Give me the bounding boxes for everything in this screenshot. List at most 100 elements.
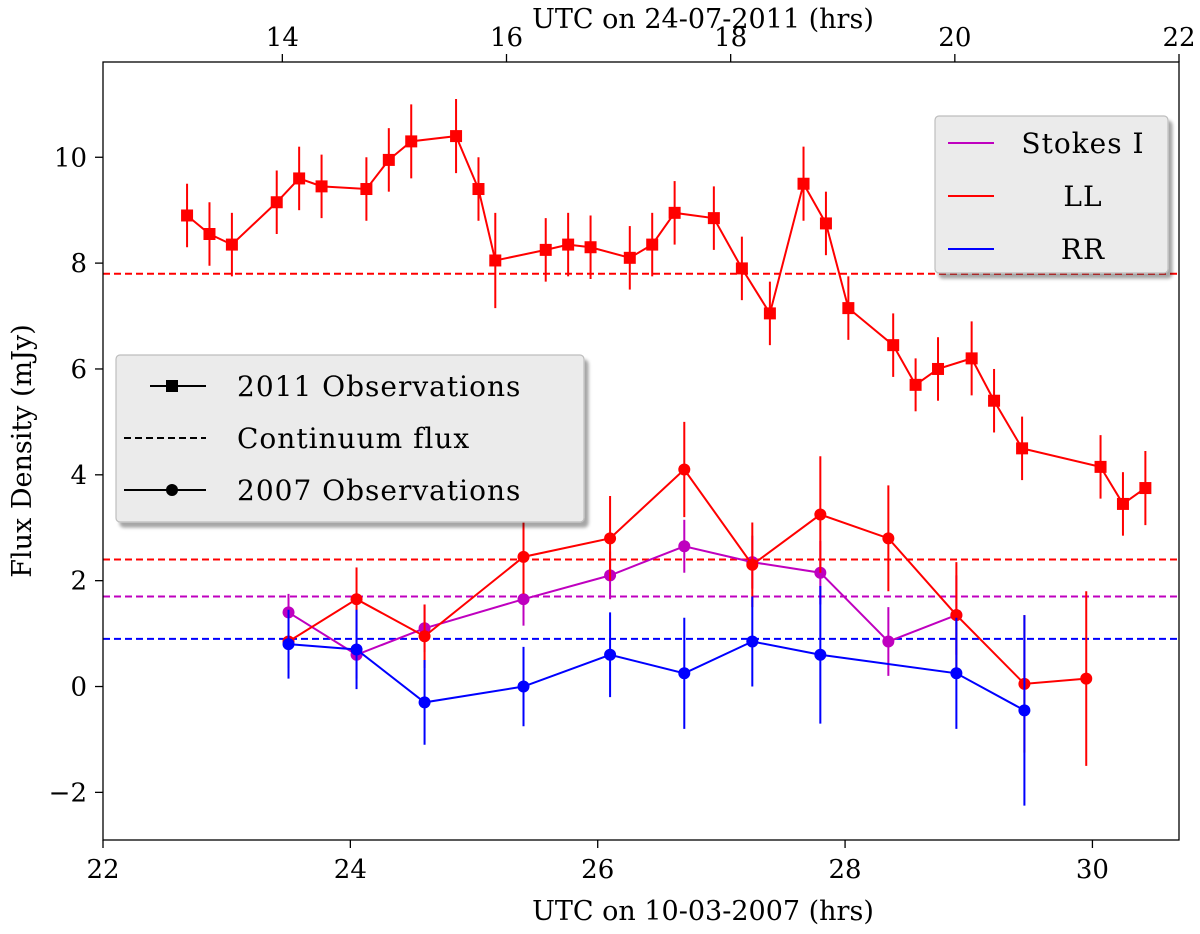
series-2011-ll-point bbox=[203, 228, 216, 241]
series-2011-ll-point bbox=[382, 153, 395, 166]
y-tick-label: 10 bbox=[54, 143, 87, 173]
series-2011-ll-point bbox=[623, 251, 636, 264]
series-2007-ll bbox=[282, 421, 1093, 766]
y-tick-label: 6 bbox=[70, 355, 87, 385]
legend-label-continuum-flux: Continuum flux bbox=[237, 422, 470, 455]
series-2011-ll-point bbox=[965, 352, 978, 365]
series-2011-ll-point bbox=[842, 302, 855, 315]
series-2011-ll-point bbox=[270, 196, 283, 209]
polarization-legend-box bbox=[934, 115, 1169, 274]
plot-frame bbox=[102, 61, 1180, 841]
y-tick-label: 4 bbox=[70, 461, 87, 491]
series-2007-stokes-i-point bbox=[678, 540, 691, 553]
series-2011-ll-point bbox=[562, 238, 575, 251]
series-2011-ll-point bbox=[1016, 442, 1029, 455]
series-2007-rr-point bbox=[678, 667, 691, 680]
series-2007-ll-point bbox=[604, 532, 617, 545]
bottom-axis-ticks: 22 24 26 28 30 bbox=[86, 840, 1109, 885]
data-series bbox=[181, 99, 1152, 806]
top-tick-label: 20 bbox=[938, 23, 971, 53]
bottom-tick-label: 30 bbox=[1076, 855, 1109, 885]
series-2011-ll bbox=[181, 99, 1152, 536]
legend-label-rr: RR bbox=[1061, 233, 1105, 266]
series-2007-ll-point bbox=[746, 558, 759, 571]
bottom-tick-label: 28 bbox=[829, 855, 862, 885]
series-2011-ll-point bbox=[819, 217, 832, 230]
series-2011-ll-point bbox=[932, 362, 945, 375]
series-2011-ll-point bbox=[668, 206, 681, 219]
series-2007-ll-point bbox=[814, 508, 827, 521]
series-2007-rr-point bbox=[1018, 704, 1031, 717]
series-2011-ll-point bbox=[489, 254, 502, 267]
series-2011-ll-point bbox=[472, 183, 485, 196]
observations-legend-box bbox=[115, 354, 585, 523]
series-2011-ll-point bbox=[1116, 497, 1129, 510]
legend-circle-marker bbox=[166, 484, 178, 496]
series-2011-ll-point bbox=[181, 209, 194, 222]
top-tick-label: 14 bbox=[266, 23, 299, 53]
series-2007-ll-point bbox=[350, 593, 363, 606]
y-tick-label: 0 bbox=[70, 673, 87, 703]
y-tick-label: −2 bbox=[49, 778, 87, 808]
continuum-lines bbox=[103, 272, 1179, 640]
top-tick-label: 18 bbox=[714, 23, 747, 53]
series-2007-rr-point bbox=[517, 680, 530, 693]
series-2011-ll-point bbox=[646, 238, 659, 251]
series-2007-ll-point bbox=[418, 630, 431, 643]
bottom-tick-label: 22 bbox=[86, 855, 119, 885]
legend-square-marker bbox=[166, 380, 178, 392]
series-2007-ll-point bbox=[678, 463, 691, 476]
y-axis-label: Flux Density (mJy) bbox=[7, 324, 38, 578]
series-2011-ll-point bbox=[539, 243, 552, 256]
legend-label-2007-observations: 2007 Observations bbox=[237, 474, 521, 507]
bottom-tick-label: 26 bbox=[581, 855, 614, 885]
series-2011-ll-point bbox=[797, 177, 810, 190]
series-2007-stokes-i-line bbox=[287, 545, 957, 656]
series-2011-ll-point bbox=[1094, 460, 1107, 473]
series-2011-ll-point bbox=[909, 378, 922, 391]
observations-legend: 2011 Observations Continuum flux 2007 Obse… bbox=[115, 354, 585, 523]
series-2011-ll-point bbox=[315, 180, 328, 193]
series-2007-rr-point bbox=[604, 648, 617, 661]
series-2007-rr-point bbox=[814, 648, 827, 661]
series-2007-rr-point bbox=[746, 635, 759, 648]
y-axis-ticks: −2 0 2 4 6 8 10 bbox=[49, 143, 103, 808]
series-2011-ll-point bbox=[405, 135, 418, 148]
bottom-tick-label: 24 bbox=[334, 855, 367, 885]
top-tick-label: 22 bbox=[1162, 23, 1195, 53]
series-2007-ll-point bbox=[1080, 672, 1093, 685]
series-2011-ll-point bbox=[735, 262, 748, 275]
series-2011-ll-point bbox=[293, 172, 306, 185]
legend-label-stokes-i: Stokes I bbox=[1021, 127, 1144, 160]
legend-label-ll: LL bbox=[1063, 180, 1102, 213]
series-2007-rr-point bbox=[282, 638, 295, 651]
series-2011-ll-point bbox=[707, 212, 720, 225]
y-tick-label: 2 bbox=[70, 567, 87, 597]
series-2011-ll-point bbox=[360, 183, 373, 196]
series-2007-rr-point bbox=[418, 696, 431, 709]
legend-label-2011-observations: 2011 Observations bbox=[237, 370, 521, 403]
series-2007-rr-point bbox=[950, 667, 963, 680]
series-2007-ll-point bbox=[517, 550, 530, 563]
series-2011-ll-point bbox=[763, 307, 776, 320]
top-axis-label: UTC on 24-07-2011 (hrs) bbox=[532, 4, 874, 35]
series-2007-ll-point bbox=[950, 609, 963, 622]
y-tick-label: 8 bbox=[70, 249, 87, 279]
series-2007-rr-line bbox=[288, 640, 1025, 712]
series-2007-rr bbox=[282, 585, 1031, 806]
series-2007-rr-point bbox=[350, 643, 363, 656]
series-2011-ll-point bbox=[225, 238, 238, 251]
bottom-axis-label: UTC on 10-03-2007 (hrs) bbox=[532, 896, 874, 927]
series-2007-ll-point bbox=[882, 532, 895, 545]
series-2011-ll-point bbox=[887, 339, 900, 352]
top-tick-label: 16 bbox=[490, 23, 523, 53]
top-axis-ticks: 14 16 18 20 22 bbox=[266, 23, 1196, 62]
series-2011-ll-point bbox=[450, 130, 463, 143]
series-2011-ll-point bbox=[584, 241, 597, 254]
series-2007-ll-line bbox=[287, 468, 1087, 685]
series-2007-stokes-i-point bbox=[517, 593, 530, 606]
series-2007-stokes-i-point bbox=[882, 635, 895, 648]
series-2011-ll-point bbox=[1139, 482, 1152, 495]
series-2011-ll-point bbox=[988, 394, 1001, 407]
